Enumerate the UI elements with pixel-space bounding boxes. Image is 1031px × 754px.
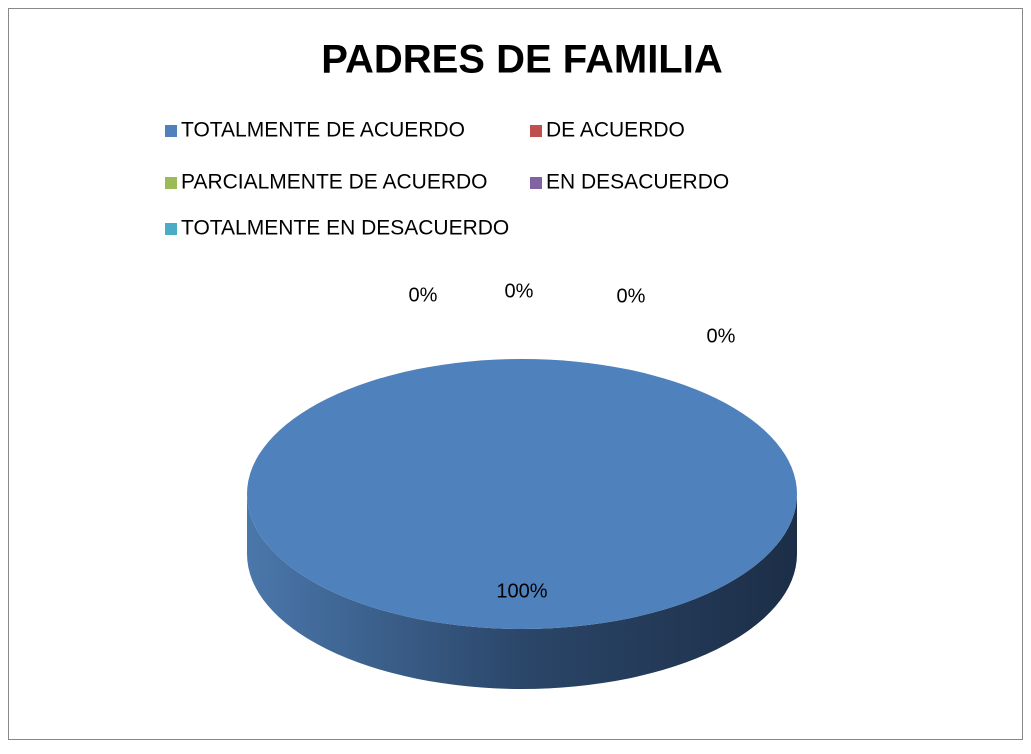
pie-side bbox=[247, 494, 797, 689]
legend-swatch bbox=[165, 177, 177, 189]
legend-label: TOTALMENTE DE ACUERDO bbox=[181, 119, 465, 142]
legend-swatch bbox=[530, 125, 542, 137]
legend-label: PARCIALMENTE DE ACUERDO bbox=[181, 171, 488, 194]
legend-label: EN DESACUERDO bbox=[546, 171, 729, 194]
data-label: 100% bbox=[496, 580, 547, 602]
data-label: 0% bbox=[707, 325, 736, 347]
legend-swatch bbox=[165, 125, 177, 137]
legend-swatch bbox=[530, 177, 542, 189]
data-label: 0% bbox=[409, 284, 438, 306]
legend-label: DE ACUERDO bbox=[546, 119, 685, 142]
legend-label: TOTALMENTE EN DESACUERDO bbox=[181, 217, 509, 240]
data-label: 0% bbox=[617, 285, 646, 307]
data-label: 0% bbox=[505, 280, 534, 302]
legend-swatch bbox=[165, 223, 177, 235]
pie-slice bbox=[247, 359, 797, 629]
chart-title: PADRES DE FAMILIA bbox=[321, 38, 723, 82]
